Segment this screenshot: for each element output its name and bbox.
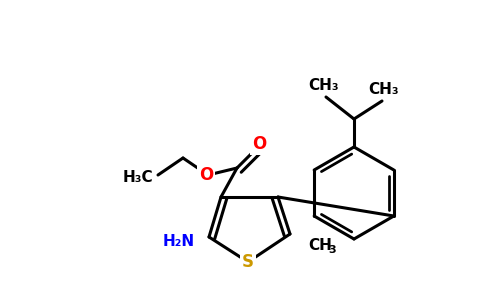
Text: CH₃: CH₃ [369, 82, 399, 97]
Text: H₂N: H₂N [163, 235, 195, 250]
Text: CH: CH [308, 238, 332, 253]
Text: O: O [199, 166, 213, 184]
Text: H₃C: H₃C [122, 169, 153, 184]
Text: H: H [182, 235, 195, 250]
Text: CH₃: CH₃ [309, 78, 339, 93]
Text: S: S [242, 253, 254, 271]
Text: 3: 3 [328, 245, 335, 255]
Text: O: O [252, 135, 266, 153]
